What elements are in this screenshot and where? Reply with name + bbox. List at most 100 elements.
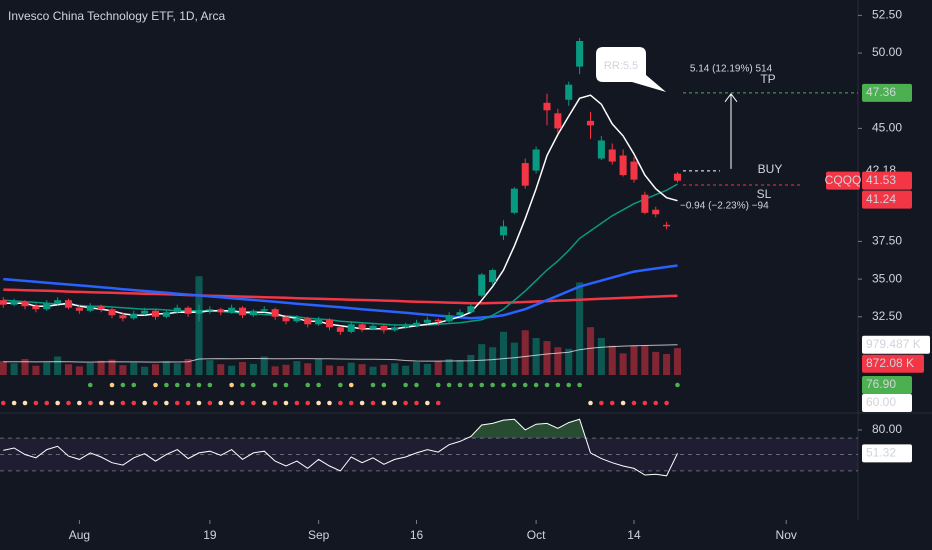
- x-tick-label: Sep: [308, 528, 330, 542]
- candle-body: [119, 315, 127, 319]
- volume-ma-value: 979.487 K: [866, 337, 921, 351]
- candle-body: [467, 306, 475, 313]
- signal-dot: [109, 382, 115, 388]
- signal-dot: [283, 382, 289, 388]
- volume-bar: [434, 361, 442, 375]
- candle-body: [586, 120, 595, 126]
- signal-dot: [44, 400, 50, 406]
- volume-bar: [663, 354, 671, 375]
- signal-dot: [414, 382, 419, 388]
- rsi-tick-label: 80.00: [872, 422, 902, 436]
- candle-body: [32, 306, 40, 310]
- candle-body: [54, 300, 62, 304]
- signal-dot: [207, 400, 213, 406]
- signal-dot: [283, 400, 289, 406]
- signal-dot: [577, 382, 582, 388]
- candle-body: [532, 149, 540, 171]
- volume-bar: [249, 363, 257, 375]
- candle-body: [456, 312, 464, 316]
- signal-dot: [66, 400, 71, 406]
- x-tick-label: 14: [627, 528, 641, 542]
- signal-dot: [512, 382, 517, 388]
- rsi-value: 51.32: [866, 446, 896, 460]
- moving-average-line: [3, 264, 678, 320]
- rsi-overbought-fill: [3, 419, 678, 439]
- y-tick-label: 37.50: [872, 234, 902, 248]
- candle-body: [64, 300, 73, 308]
- candle-body: [195, 310, 203, 314]
- volume-value: 872.08 K: [866, 356, 914, 370]
- signal-dot: [120, 400, 126, 406]
- candle-body: [652, 209, 660, 215]
- candle-body: [521, 163, 529, 186]
- candle-body: [151, 310, 160, 317]
- rr-label: RR:5.5: [604, 60, 638, 72]
- signal-dot: [305, 382, 311, 388]
- signal-dot: [338, 382, 343, 388]
- signal-dot: [392, 400, 398, 406]
- signal-dot: [381, 382, 387, 388]
- sl-text: SL: [757, 187, 772, 201]
- moving-average-line: [3, 94, 678, 330]
- volume-bar: [108, 359, 116, 375]
- signal-dot: [109, 400, 115, 406]
- y-tick-label: 52.50: [872, 8, 902, 22]
- signal-dot: [240, 382, 245, 388]
- x-tick-label: 16: [410, 528, 424, 542]
- volume-bar: [478, 344, 486, 375]
- volume-bar: [619, 353, 627, 375]
- signal-dot: [533, 382, 539, 388]
- volume-bar: [54, 356, 62, 375]
- candle-body: [641, 194, 649, 213]
- candle-body: [130, 313, 138, 319]
- volume-bar: [325, 365, 334, 375]
- signal-dot: [229, 382, 234, 388]
- signal-dot: [98, 400, 104, 406]
- volume-bar: [499, 331, 508, 375]
- signal-dot: [359, 400, 365, 406]
- candle-body: [228, 307, 236, 313]
- symbol-box: [826, 171, 860, 190]
- volume-bar: [130, 362, 138, 375]
- entry-text: BUY: [758, 162, 783, 176]
- candle-body: [43, 303, 51, 310]
- volume-bar: [141, 366, 149, 375]
- signal-dot: [131, 382, 137, 388]
- volume-bar: [445, 358, 453, 375]
- candle-body: [380, 325, 388, 331]
- indicator-label-box: [862, 394, 912, 412]
- volume-bar: [608, 345, 616, 375]
- rsi-line: [3, 418, 678, 477]
- x-tick-label: Aug: [69, 528, 90, 542]
- volume-bar: [510, 342, 518, 375]
- volume-bar: [304, 363, 312, 375]
- candle-body: [597, 140, 605, 159]
- candle-body: [336, 327, 344, 332]
- signal-dot: [142, 400, 147, 406]
- signal-dot: [0, 400, 6, 406]
- signal-dot: [675, 382, 680, 388]
- signal-dot: [457, 382, 463, 388]
- signal-dot: [164, 400, 169, 406]
- signal-dot: [305, 400, 311, 406]
- candle-body: [369, 325, 377, 329]
- signal-dot: [251, 400, 256, 406]
- volume-bar: [162, 361, 170, 375]
- signal-dot: [272, 382, 278, 388]
- signal-dot: [294, 400, 300, 406]
- signal-dot: [185, 382, 191, 388]
- volume-bar: [64, 364, 73, 375]
- candle-body: [271, 309, 279, 317]
- signal-dot: [381, 400, 387, 406]
- candle-body: [86, 306, 94, 311]
- signal-dot: [196, 400, 202, 406]
- candle-body: [184, 307, 192, 314]
- signal-dot: [196, 382, 202, 388]
- candle-body: [445, 315, 453, 322]
- tp-value: 47.36: [866, 85, 896, 99]
- signal-dot: [272, 400, 278, 406]
- candle-body: [304, 318, 312, 325]
- volume-bar: [391, 363, 399, 375]
- candle-body: [0, 300, 7, 305]
- volume-bar: [369, 366, 377, 375]
